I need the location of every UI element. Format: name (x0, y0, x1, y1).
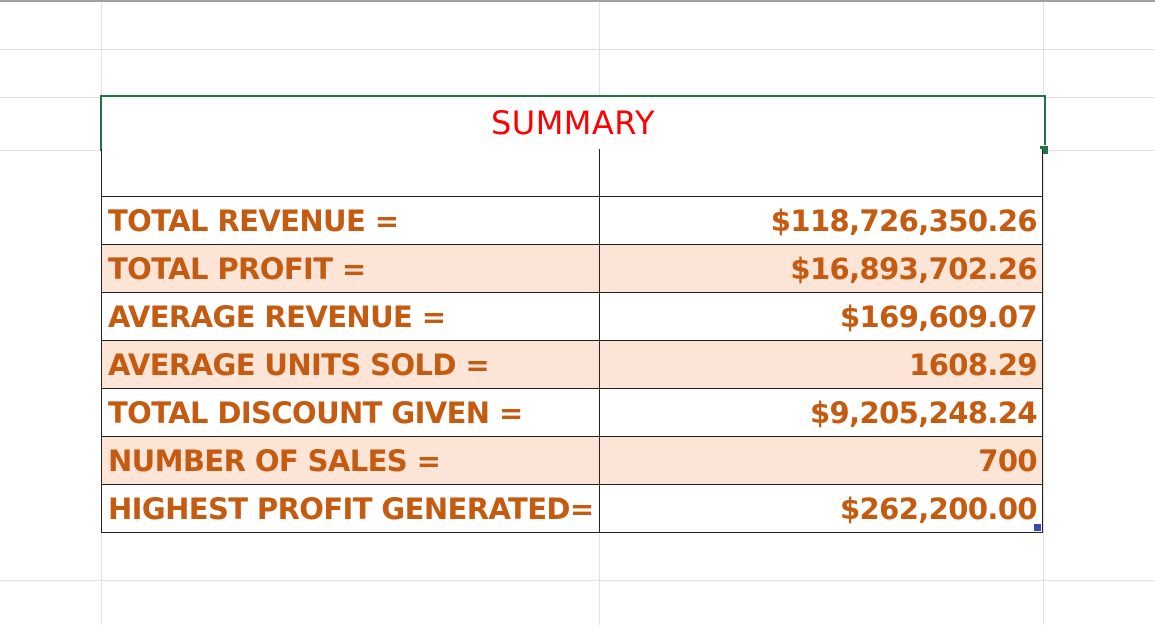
row-value-cell[interactable]: 700 (599, 437, 1043, 485)
grid-top-border (0, 0, 1155, 2)
row-label-cell[interactable]: HIGHEST PROFIT GENERATED= (101, 485, 599, 533)
table-row: NUMBER OF SALES = 700 (101, 437, 1043, 485)
row-label-cell[interactable]: TOTAL DISCOUNT GIVEN = (101, 389, 599, 437)
table-row: TOTAL DISCOUNT GIVEN = $9,205,248.24 (101, 389, 1043, 437)
table-row: TOTAL REVENUE = $118,726,350.26 (101, 197, 1043, 245)
table-row (101, 149, 1043, 197)
row-label-cell[interactable]: TOTAL PROFIT = (101, 245, 599, 293)
summary-title: SUMMARY (490, 104, 656, 142)
selection-handle[interactable] (1034, 524, 1041, 531)
row-value-cell[interactable]: 1608.29 (599, 341, 1043, 389)
row-value-cell[interactable]: $16,893,702.26 (599, 245, 1043, 293)
table-row: TOTAL PROFIT = $16,893,702.26 (101, 245, 1043, 293)
row-value-cell[interactable]: $169,609.07 (599, 293, 1043, 341)
grid-row-line (0, 580, 1155, 581)
table-row: AVERAGE UNITS SOLD = 1608.29 (101, 341, 1043, 389)
row-label-cell[interactable]: AVERAGE UNITS SOLD = (101, 341, 599, 389)
row-label-cell[interactable]: TOTAL REVENUE = (101, 197, 599, 245)
row-value-cell[interactable] (599, 149, 1043, 197)
row-value-cell[interactable]: $9,205,248.24 (599, 389, 1043, 437)
summary-title-cell[interactable]: SUMMARY (100, 95, 1046, 151)
table-row: HIGHEST PROFIT GENERATED= $262,200.00 (101, 485, 1043, 533)
grid-column-line (1043, 2, 1044, 625)
row-label-cell[interactable]: NUMBER OF SALES = (101, 437, 599, 485)
table-row: AVERAGE REVENUE = $169,609.07 (101, 293, 1043, 341)
row-label-cell[interactable]: AVERAGE REVENUE = (101, 293, 599, 341)
row-value-cell[interactable]: $262,200.00 (599, 485, 1043, 533)
row-value-cell[interactable]: $118,726,350.26 (599, 197, 1043, 245)
grid-row-line (0, 49, 1155, 50)
row-label-cell[interactable] (101, 149, 599, 197)
